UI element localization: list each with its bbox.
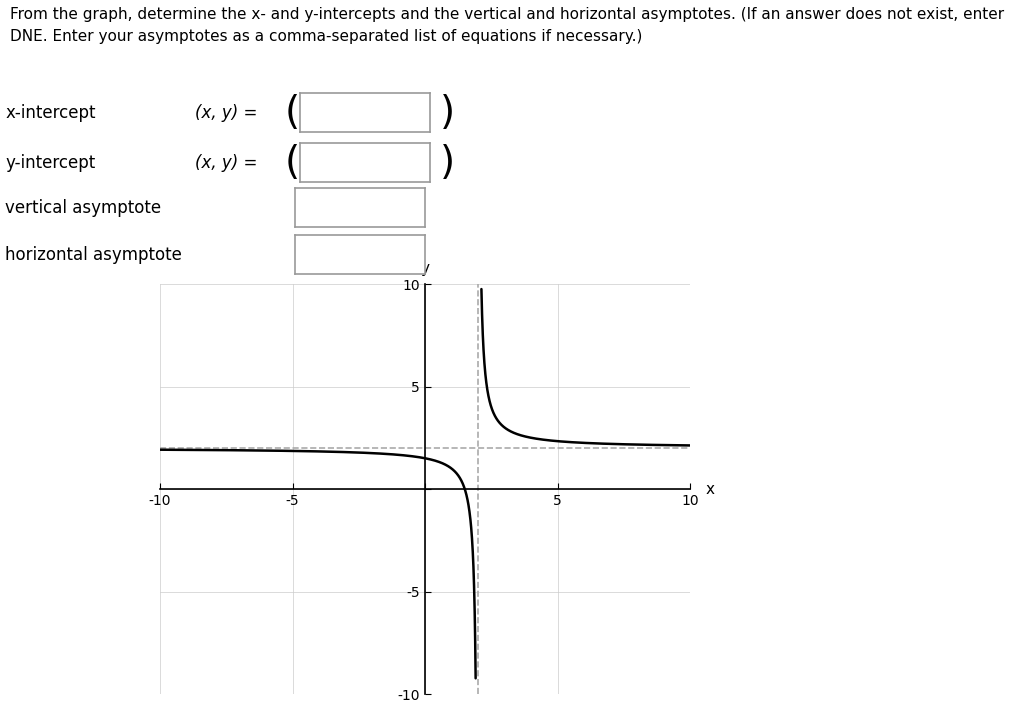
Text: horizontal asymptote: horizontal asymptote: [5, 246, 182, 264]
Text: y: y: [421, 260, 429, 276]
Text: ): ): [440, 144, 456, 182]
Text: x-intercept: x-intercept: [5, 104, 95, 122]
Text: x: x: [706, 482, 715, 496]
Text: From the graph, determine the x- and y-intercepts and the vertical and horizonta: From the graph, determine the x- and y-i…: [10, 7, 1005, 44]
Text: (x, y) =: (x, y) =: [195, 104, 257, 122]
Text: ): ): [440, 94, 456, 132]
Text: y-intercept: y-intercept: [5, 154, 95, 172]
Text: vertical asymptote: vertical asymptote: [5, 199, 161, 217]
Text: (x, y) =: (x, y) =: [195, 154, 257, 172]
Text: (: (: [285, 144, 300, 182]
Text: (: (: [285, 94, 300, 132]
